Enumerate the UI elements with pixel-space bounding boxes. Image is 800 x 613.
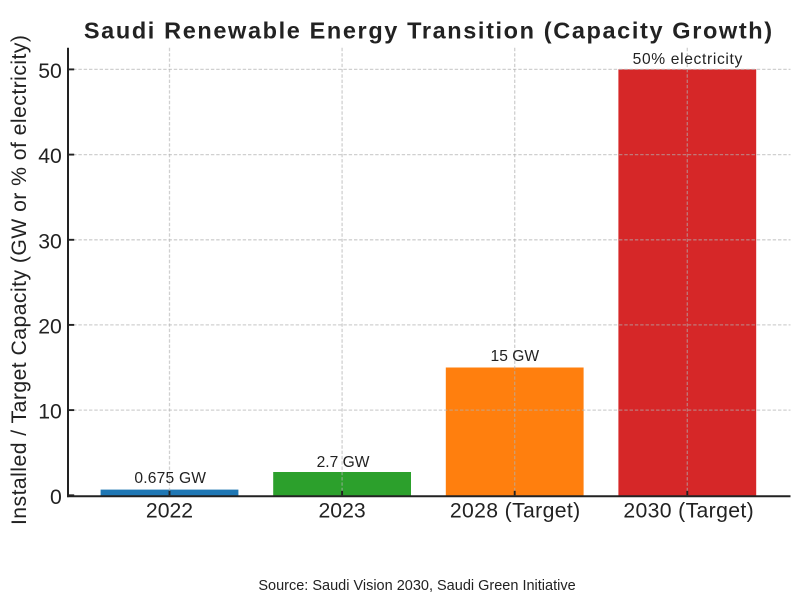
svg-text:50% electricity: 50% electricity — [633, 51, 743, 68]
svg-text:15 GW: 15 GW — [491, 348, 540, 365]
svg-text:2022: 2022 — [146, 500, 193, 523]
svg-text:0.675 GW: 0.675 GW — [134, 470, 206, 487]
svg-text:2023: 2023 — [319, 500, 366, 523]
svg-text:2.7 GW: 2.7 GW — [317, 454, 370, 471]
svg-text:40: 40 — [38, 145, 62, 168]
svg-text:2028 (Target): 2028 (Target) — [450, 500, 581, 523]
svg-text:10: 10 — [38, 401, 62, 424]
svg-text:Installed / Target Capacity (G: Installed / Target Capacity (GW or % of … — [8, 35, 31, 525]
svg-text:20: 20 — [38, 315, 62, 338]
svg-text:Source: Saudi Vision 2030, Sau: Source: Saudi Vision 2030, Saudi Green I… — [258, 578, 575, 594]
svg-text:0: 0 — [50, 486, 62, 509]
svg-text:Saudi Renewable Energy Transit: Saudi Renewable Energy Transition (Capac… — [84, 17, 774, 43]
svg-text:30: 30 — [38, 230, 62, 253]
svg-text:2030 (Target): 2030 (Target) — [623, 500, 754, 523]
svg-text:50: 50 — [38, 60, 62, 83]
